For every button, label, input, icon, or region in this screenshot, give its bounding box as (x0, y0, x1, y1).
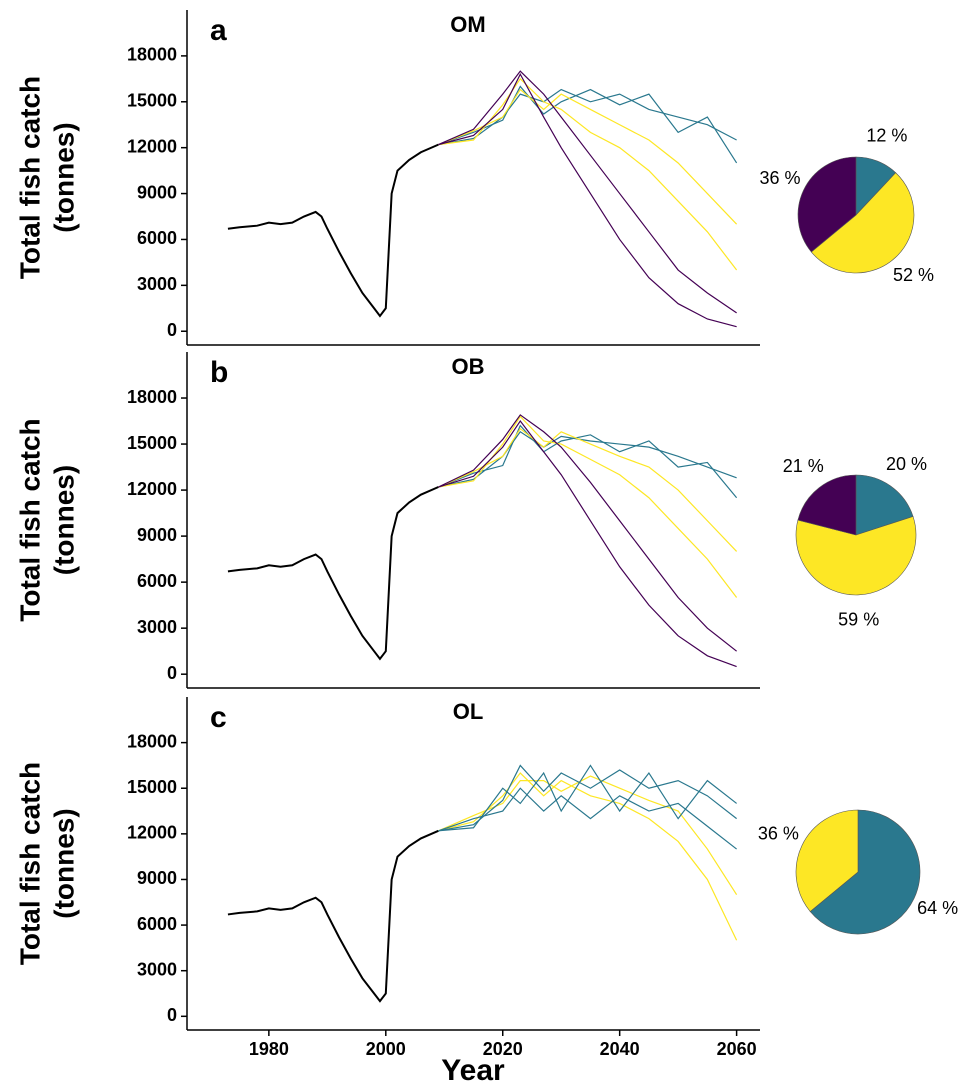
pie-label: 59 % (838, 610, 879, 630)
pie-slice (797, 474, 857, 536)
pie-slice (855, 474, 914, 536)
x-tick-label: 1980 (249, 1039, 289, 1059)
pie-label: 52 % (893, 265, 934, 285)
catch-line (438, 420, 737, 668)
catch-line (438, 787, 737, 850)
y-tick-label: 18000 (127, 45, 177, 65)
y-tick-label: 9000 (137, 868, 177, 888)
pie-label: 36 % (758, 823, 799, 843)
catch-line (438, 772, 738, 941)
y-tick-label: 9000 (137, 525, 177, 545)
panel-title: OM (450, 12, 485, 37)
y-tick-label: 15000 (127, 433, 177, 453)
catch-line (438, 70, 737, 314)
pie-slice (795, 516, 917, 596)
catch-line (438, 77, 738, 271)
y-tick-label: 6000 (137, 228, 177, 248)
y-axis-label: Total fish catch (14, 762, 45, 965)
y-tick-label: 0 (167, 1005, 177, 1025)
pie-label: 20 % (886, 454, 927, 474)
catch-line (438, 430, 737, 488)
y-tick-label: 3000 (137, 617, 177, 637)
x-tick-label: 2020 (483, 1039, 523, 1059)
catch-line (438, 414, 737, 652)
pie-label: 21 % (783, 456, 824, 476)
catch-line (438, 764, 737, 832)
y-axis-label: Total fish catch (14, 76, 45, 279)
y-axis-label: (tonnes) (48, 122, 79, 232)
x-tick-label: 2040 (600, 1039, 640, 1059)
pie-label: 36 % (759, 168, 800, 188)
pie-slice (795, 809, 859, 912)
pie-slice (809, 809, 921, 935)
y-tick-label: 6000 (137, 571, 177, 591)
catch-line (438, 775, 738, 895)
panel-title: OB (452, 354, 485, 379)
panel-label: b (210, 356, 228, 389)
y-tick-label: 0 (167, 320, 177, 340)
catch-line (438, 415, 738, 598)
y-tick-label: 18000 (127, 731, 177, 751)
x-axis-label: Year (441, 1054, 505, 1087)
catch-line (438, 764, 737, 832)
catch-line (227, 143, 439, 318)
y-tick-label: 12000 (127, 823, 177, 843)
pie-label: 64 % (917, 898, 958, 918)
panel-label: a (210, 14, 227, 47)
y-axis-label: Total fish catch (14, 418, 45, 621)
y-tick-label: 12000 (127, 136, 177, 156)
panel-title: OL (453, 699, 484, 724)
y-tick-label: 12000 (127, 479, 177, 499)
y-tick-label: 18000 (127, 387, 177, 407)
catch-line (438, 88, 738, 225)
y-tick-label: 15000 (127, 91, 177, 111)
catch-line (438, 72, 737, 328)
catch-line (227, 486, 439, 661)
y-tick-label: 15000 (127, 777, 177, 797)
y-tick-label: 9000 (137, 182, 177, 202)
pie-slice (810, 172, 915, 274)
catch-line (227, 829, 439, 1003)
catch-line (438, 85, 738, 164)
x-tick-label: 2060 (717, 1039, 757, 1059)
y-tick-label: 6000 (137, 914, 177, 934)
pie-label: 12 % (866, 126, 907, 146)
panel-label: c (210, 701, 227, 734)
y-tick-label: 3000 (137, 959, 177, 979)
y-tick-label: 3000 (137, 274, 177, 294)
x-tick-label: 2000 (366, 1039, 406, 1059)
y-tick-label: 0 (167, 663, 177, 683)
catch-line (438, 427, 738, 552)
y-axis-label: (tonnes) (48, 808, 79, 918)
pie-slice (797, 156, 857, 253)
y-axis-label: (tonnes) (48, 465, 79, 575)
